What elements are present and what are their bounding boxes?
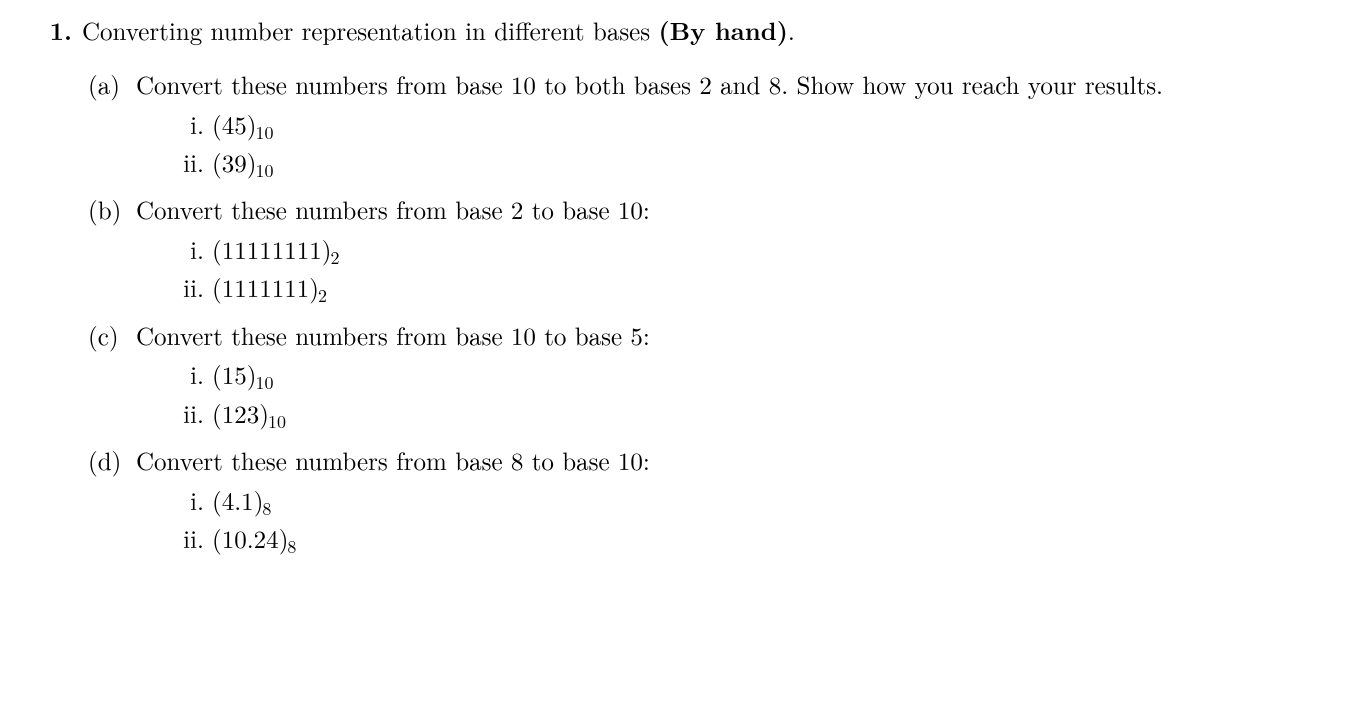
question-row: 1. Converting number representation in d… <box>30 14 1316 48</box>
number-value: 45 <box>222 107 247 142</box>
sub-label: ii. <box>164 522 212 556</box>
paren-open: ( <box>212 107 222 142</box>
base-subscript: 10 <box>255 120 273 145</box>
sub-value: (123)10 <box>212 397 1316 434</box>
number-value: 11111111 <box>222 232 322 267</box>
number-value: 39 <box>222 145 247 180</box>
base-subscript: 10 <box>268 409 286 434</box>
sub-label: i. <box>164 108 212 142</box>
sub-item: i. (4.1)8 <box>164 484 1316 521</box>
sub-label: i. <box>164 233 212 267</box>
base-subscript: 10 <box>255 158 273 183</box>
page: 1. Converting number representation in d… <box>0 0 1356 559</box>
part-a: (a) Convert these numbers from base 10 t… <box>88 68 1316 183</box>
sub-list: i. (11111111)2 ii. (1111111)2 <box>136 233 1316 309</box>
number-value: 4.1 <box>222 483 254 518</box>
question-title: Converting number representation in diff… <box>82 14 1316 48</box>
paren-open: ( <box>212 521 222 556</box>
part-label: (c) <box>88 319 136 353</box>
paren-open: ( <box>212 232 222 267</box>
base-subscript: 8 <box>262 496 271 521</box>
sub-label: ii. <box>164 271 212 305</box>
sub-item: i. (45)10 <box>164 108 1316 145</box>
sub-item: ii. (1111111)2 <box>164 271 1316 308</box>
part-c: (c) Convert these numbers from base 10 t… <box>88 319 1316 434</box>
sub-value: (39)10 <box>212 146 1316 183</box>
sub-value: (45)10 <box>212 108 1316 145</box>
question-title-tail: . <box>788 13 795 48</box>
sub-list: i. (15)10 ii. (123)10 <box>136 358 1316 434</box>
part-body: Convert these numbers from base 8 to bas… <box>136 444 1316 559</box>
number-value: 1111111 <box>222 270 310 305</box>
part-label: (d) <box>88 444 136 478</box>
base-subscript: 10 <box>255 370 273 395</box>
question-title-bold: (By hand) <box>658 13 787 48</box>
part-label: (b) <box>88 193 136 227</box>
part-d: (d) Convert these numbers from base 8 to… <box>88 444 1316 559</box>
part-body: Convert these numbers from base 2 to bas… <box>136 193 1316 308</box>
paren-open: ( <box>212 357 222 392</box>
sub-label: i. <box>164 358 212 392</box>
paren-open: ( <box>212 396 222 431</box>
sub-item: i. (15)10 <box>164 358 1316 395</box>
part-text: Convert these numbers from base 10 to bo… <box>136 68 1316 102</box>
part-text: Convert these numbers from base 2 to bas… <box>136 193 1316 227</box>
sub-item: ii. (123)10 <box>164 397 1316 434</box>
question-number: 1. <box>30 14 82 48</box>
paren-open: ( <box>212 145 222 180</box>
sub-label: ii. <box>164 146 212 180</box>
sub-value: (15)10 <box>212 358 1316 395</box>
part-b: (b) Convert these numbers from base 2 to… <box>88 193 1316 308</box>
number-value: 123 <box>222 396 260 431</box>
part-text: Convert these numbers from base 8 to bas… <box>136 444 1316 478</box>
parts-list: (a) Convert these numbers from base 10 t… <box>30 68 1316 560</box>
sub-item: ii. (39)10 <box>164 146 1316 183</box>
sub-value: (1111111)2 <box>212 271 1316 308</box>
sub-list: i. (45)10 ii. (39)10 <box>136 108 1316 184</box>
base-subscript: 2 <box>330 245 339 270</box>
sub-value: (4.1)8 <box>212 484 1316 521</box>
paren-open: ( <box>212 270 222 305</box>
sub-value: (11111111)2 <box>212 233 1316 270</box>
part-text: Convert these numbers from base 10 to ba… <box>136 319 1316 353</box>
sub-label: i. <box>164 484 212 518</box>
sub-item: i. (11111111)2 <box>164 233 1316 270</box>
base-subscript: 8 <box>287 534 296 559</box>
base-subscript: 2 <box>318 283 327 308</box>
part-body: Convert these numbers from base 10 to bo… <box>136 68 1316 183</box>
sub-label: ii. <box>164 397 212 431</box>
part-body: Convert these numbers from base 10 to ba… <box>136 319 1316 434</box>
paren-open: ( <box>212 483 222 518</box>
question-title-plain: Converting number representation in diff… <box>82 13 658 48</box>
part-label: (a) <box>88 68 136 102</box>
sub-list: i. (4.1)8 ii. (10.24)8 <box>136 484 1316 560</box>
sub-item: ii. (10.24)8 <box>164 522 1316 559</box>
sub-value: (10.24)8 <box>212 522 1316 559</box>
number-value: 10.24 <box>222 521 279 556</box>
number-value: 15 <box>222 357 247 392</box>
